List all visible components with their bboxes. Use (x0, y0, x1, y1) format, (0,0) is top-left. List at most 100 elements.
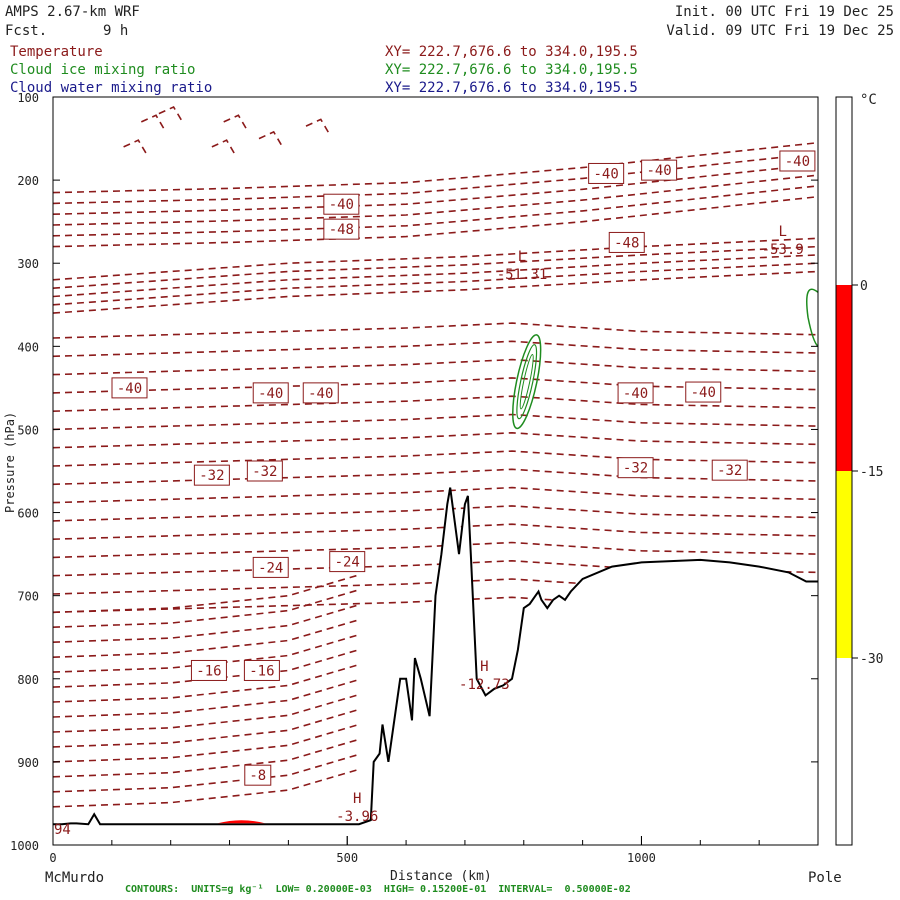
contour-label: -40 (779, 150, 816, 172)
isotherm-line (52, 195, 819, 248)
isotherm-line (52, 163, 819, 215)
field-cloud-water-xy: XY= 222.7,676.6 to 334.0,195.5 (385, 80, 638, 96)
isotherm-line (52, 152, 819, 205)
contour-label-text: -40 (258, 386, 283, 402)
contour-label-box (243, 659, 280, 681)
isotherm-line (52, 541, 819, 559)
isotherm-line (52, 340, 819, 358)
y-tick-label: 200 (17, 174, 39, 188)
isotherm-fragment (258, 130, 284, 148)
contour-label-box (302, 382, 339, 404)
cloud-ice-contour (516, 344, 538, 420)
field-cloud-ice-xy: XY= 222.7,676.6 to 334.0,195.5 (385, 62, 638, 78)
axes: 100 200 300 400 500 600 700 800 900 1000 0 500 1000 (10, 91, 819, 865)
isotherm-line (52, 678, 360, 718)
colorbar-tick-label: -15 (860, 465, 883, 480)
field-cloud-ice-label: Cloud ice mixing ratio (10, 62, 196, 78)
contour-label: -24 (252, 556, 289, 578)
y-tick-label: 900 (17, 756, 39, 770)
contour-label: -8 (244, 764, 272, 786)
extremum-letter: H (353, 791, 361, 807)
isotherm-fragment (123, 139, 148, 156)
contour-label-box (246, 460, 283, 482)
contour-label-box (323, 218, 360, 240)
isotherm-line (52, 486, 819, 504)
isotherm-line (52, 723, 360, 763)
isotherm-line (52, 753, 360, 793)
isotherm-line (52, 738, 360, 778)
contour-label-text: -32 (623, 461, 648, 477)
contour-labels: -40 -40 -40 -40 -48 -48 -40 -40 -40 -40 -40 -32 -32 -… (54, 150, 816, 838)
contour-label-box (323, 193, 360, 215)
y-tick-label: 700 (17, 590, 39, 604)
isotherm-line (52, 431, 819, 449)
contour-label-text: -24 (258, 560, 283, 576)
isotherm-line (52, 574, 360, 614)
contour-label-text: -40 (594, 166, 619, 182)
contour-label-box (252, 382, 289, 404)
isotherm-line (52, 450, 819, 467)
colorbar: 0 -15 -30 (835, 96, 883, 846)
colorbar-yellow-band (836, 471, 852, 658)
contour-label-text: -40 (623, 386, 648, 402)
x-tick-label: 0 (49, 851, 56, 865)
isotherm-line (52, 395, 819, 412)
contour-label-text: -24 (335, 555, 360, 571)
isotherm-line (52, 693, 360, 733)
y-tick-label: 400 (17, 340, 39, 354)
contour-label: -16 (243, 659, 280, 681)
extremum-value: -51.31 (497, 267, 548, 283)
isotherm-line (52, 468, 819, 486)
forecast-label: Fcst. (5, 23, 48, 39)
isotherm-line (52, 262, 819, 306)
contour-label-text: -40 (117, 381, 142, 397)
contour-label-box (252, 556, 289, 578)
contour-label-box (608, 231, 645, 253)
extremum-value: -12.73 (459, 677, 510, 693)
contour-label-text: -48 (329, 222, 354, 238)
isotherm-fragment (305, 118, 331, 135)
isotherm-line (52, 768, 360, 808)
contour-label: -40 (685, 381, 722, 403)
cloud-ice-contour (519, 353, 534, 410)
isotherm-line (52, 589, 360, 628)
cloud-ice-contour (512, 334, 542, 430)
field-cloud-water-label: Cloud water mixing ratio (10, 80, 213, 96)
isotherm-fragment (140, 114, 166, 131)
warm-area (217, 820, 265, 824)
contour-label-text: -32 (199, 468, 224, 484)
isotherm-line (52, 174, 819, 226)
contour-label-box (641, 159, 678, 181)
contour-label-text: -32 (252, 464, 277, 480)
extremum-value: 94 (54, 822, 71, 838)
contour-label-text: -8 (249, 768, 266, 784)
isotherm-line (52, 141, 819, 194)
contour-label: -40 (302, 382, 339, 404)
terrain-line (53, 487, 818, 826)
cloud-ice-contour-edge (806, 288, 819, 347)
contour-label-box (588, 162, 625, 184)
contour-label: -40 (588, 162, 625, 184)
y-tick-label: 1000 (10, 839, 39, 853)
contours-footer: CONTOURS: UNITS=g kg⁻¹ LOW= 0.20000E-03 … (125, 884, 631, 895)
contour-label-box (685, 381, 722, 403)
contour-label-text: -40 (646, 163, 671, 179)
model-title: AMPS 2.67-km WRF (5, 4, 140, 20)
colorbar-red-band (836, 285, 852, 471)
x-tick-label: 1000 (627, 851, 656, 865)
contour-label-box (711, 459, 748, 481)
isotherm-line (52, 322, 819, 339)
contour-label: -32 (711, 459, 748, 481)
contour-label-box (779, 150, 816, 172)
extremum-letter: L (518, 249, 526, 265)
valid-time: Valid. 09 UTC Fri 19 Dec 25 (666, 23, 894, 39)
plot-frame (52, 96, 819, 846)
contour-label: -24 (329, 551, 366, 573)
contour-label-text: -40 (329, 197, 354, 213)
forecast-hour: 9 h (103, 23, 129, 39)
contour-label-text: -40 (691, 385, 716, 401)
contour-label-box (329, 551, 366, 573)
isotherm-fragment (223, 114, 248, 131)
y-tick-label: 500 (17, 423, 39, 437)
contour-label-box (617, 457, 654, 479)
